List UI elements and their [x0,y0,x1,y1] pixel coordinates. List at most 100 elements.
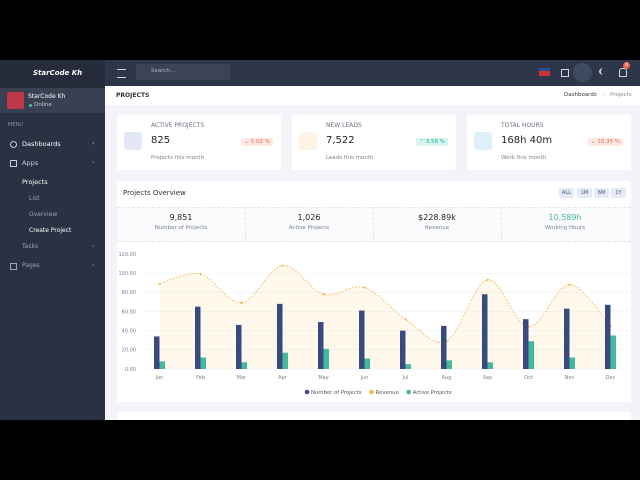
notification-bell[interactable] [619,68,627,77]
card-icon [124,132,142,150]
x-tick-label: Jun [360,375,369,381]
menu-item[interactable]: Projects [22,178,48,186]
brand-bar [0,60,105,88]
bar [400,330,406,369]
period-button[interactable]: ALL [559,188,574,198]
avatar [7,92,24,109]
fullscreen-button[interactable] [573,63,592,82]
card-icon [299,132,317,150]
change-text: 5.02 % [250,139,270,145]
x-tick-label: Jan [155,375,164,381]
y-tick-label: 40.00 [122,328,136,334]
legend-label: Number of Projects [311,390,362,396]
x-tick-label: Nov [565,375,575,381]
card-change: ⌄ 5.02 % [241,138,273,146]
card-label: NEW LEADS [326,122,362,129]
card-value: 825 [151,135,171,146]
bar [236,324,242,369]
card-caption: Work this month [501,155,547,161]
bar [359,310,365,369]
card-change: ⌃ 3.58 % [416,138,448,146]
brand[interactable]: StarCode Kh [33,69,83,77]
chart: 0.00 20.00 40.00 60.00 80.00 100.00 120.00 Jan F… [119,252,631,396]
bar [605,304,611,369]
card-label: ACTIVE PROJECTS [151,122,205,129]
menu-toggle[interactable] [117,69,126,78]
y-tick-label: 60.00 [122,309,136,315]
chevron: › [92,243,95,250]
panel-title: Projects Overview [123,189,186,197]
card-value: 168h 40m [501,135,553,146]
submenu-item[interactable]: Overview [29,211,58,218]
revenue-point [404,318,407,321]
stat-value: 10,589h [548,213,582,222]
chevron: › [92,262,95,269]
chevron: › [92,159,95,166]
stat: $228.89k Revenue [373,207,502,240]
card-label: TOTAL HOURS [501,122,544,129]
card-caption: Projects this month [151,155,205,161]
bar [482,294,488,369]
next-panel [117,412,631,420]
arrow: ⌄ [590,139,598,145]
period-button[interactable]: 1Y [611,188,626,198]
menu-item[interactable]: Pages [22,262,40,269]
x-tick-label: May [318,375,328,381]
stats-row [117,207,631,242]
flag[interactable] [539,68,550,76]
y-tick-label: 120.00 [119,252,137,258]
x-tick-label: Apr [278,375,288,381]
menu-item[interactable]: Apps [22,159,39,167]
app: StarCode Kh StarCode Kh Online MENU Dash… [0,60,640,420]
bar [159,361,165,369]
x-tick-label: Oct [524,375,533,381]
change-text: 3.58 % [425,139,445,145]
bar [528,341,534,369]
bar [195,306,201,369]
breadcrumb-current: Projects [610,92,632,98]
menu-item[interactable]: Dashboards [22,140,61,148]
stat-value: 9,851 [169,213,193,222]
theme-toggle[interactable] [599,68,608,75]
bar [318,322,324,369]
x-tick-label: Mar [237,375,247,381]
bar [441,325,447,369]
stat-label: Number of Projects [154,225,208,231]
submenu-item[interactable]: Create Project [29,227,72,234]
stat-card: ACTIVE PROJECTS 825 ⌄ 5.02 % Projects th… [117,115,281,170]
icon [10,160,17,167]
user-status: Online [34,102,52,108]
stat-card: NEW LEADS 7,522 ⌃ 3.58 % Leads this mont… [292,115,456,170]
revenue-point [363,286,366,289]
icon [10,141,17,148]
notification-badge: 6 [623,62,630,69]
icon [10,263,17,270]
revenue-point [322,293,325,296]
page-title: PROJECTS [116,92,150,99]
stat-label: Revenue [425,225,449,231]
search-box[interactable] [136,64,230,80]
x-tick-label: Feb [196,375,205,381]
menu-item[interactable]: Tasks [22,243,39,250]
overview-panel: Projects Overview ALL 1M 6M 1Y 9,851 Numb… [117,181,631,402]
period-button[interactable]: 6M [594,188,609,198]
period-button[interactable]: 1M [577,188,592,198]
bar [154,336,160,369]
stat-value: 1,026 [297,213,321,222]
arrow: ⌄ [244,139,251,145]
bar [241,362,247,369]
revenue-point [158,282,161,285]
revenue-point [486,278,489,281]
topbar: Search... 6 [105,60,640,86]
user-name: StarCode Kh [28,93,66,100]
bar [487,362,493,369]
revenue-point [199,273,202,276]
revenue-point [281,264,284,267]
bar [523,319,529,369]
breadcrumb-link[interactable]: Dashboards [564,92,597,98]
card-change: ⌄ 10.35 % [587,138,623,146]
apps-icon[interactable] [561,69,569,77]
submenu-item[interactable]: List [29,195,40,202]
search-placeholder: Search... [151,68,176,74]
